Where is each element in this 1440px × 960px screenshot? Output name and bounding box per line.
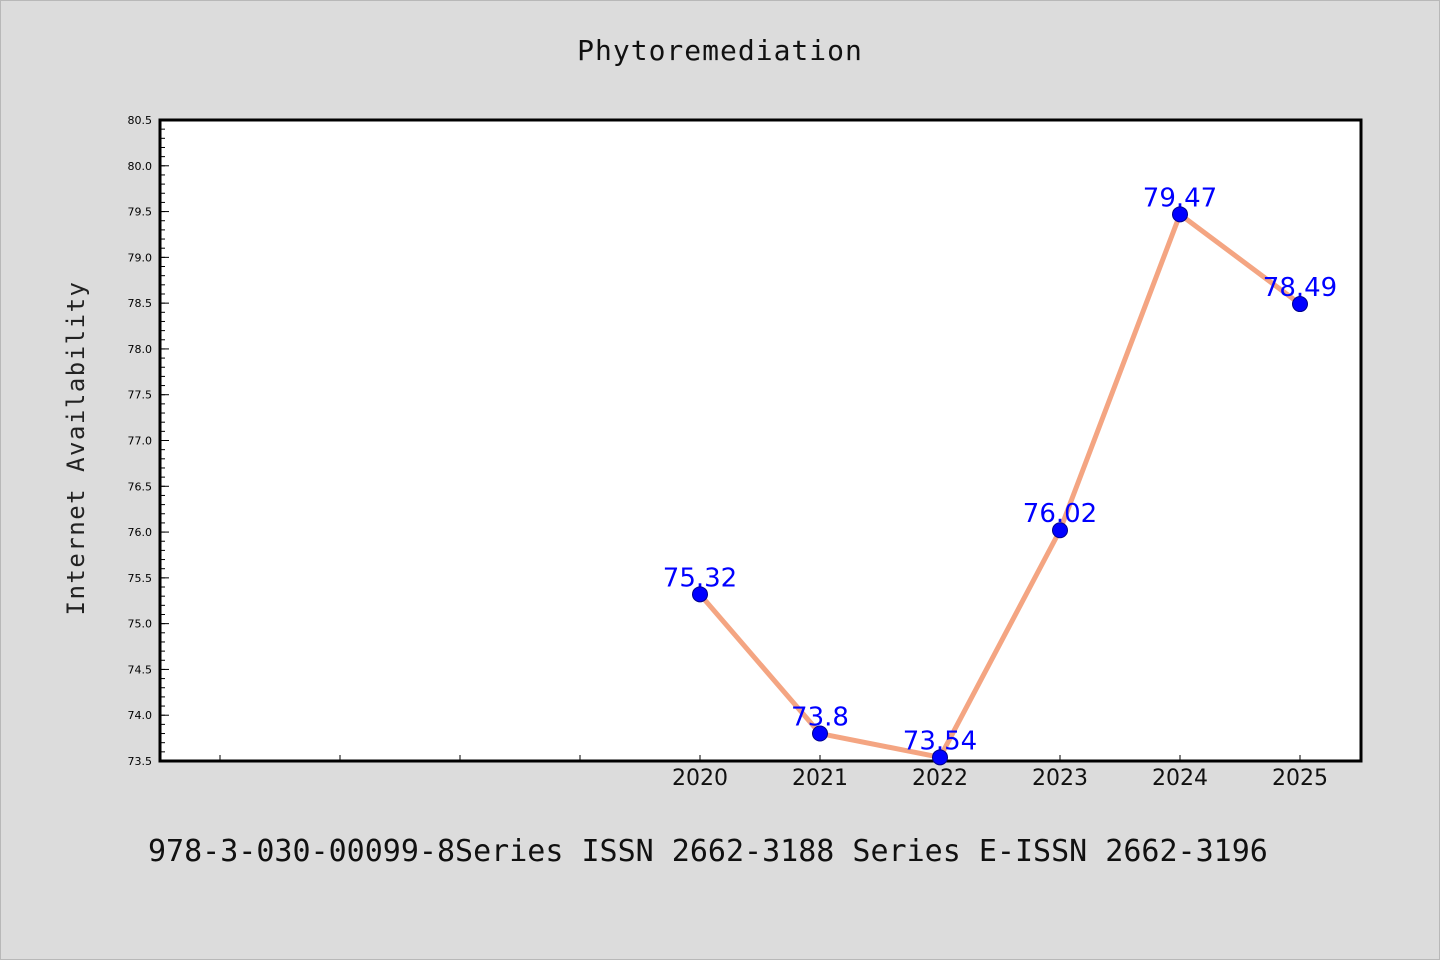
y-tick-label: 77.0 xyxy=(128,435,153,448)
y-tick-label: 76.5 xyxy=(128,480,153,493)
y-tick-label: 77.5 xyxy=(128,389,153,402)
x-tick-label: 2023 xyxy=(1032,766,1088,791)
y-tick-label: 75.5 xyxy=(128,572,153,585)
y-tick-label: 76.0 xyxy=(128,526,153,539)
chart-title: Phytoremediation xyxy=(577,34,863,67)
y-tick-label: 73.5 xyxy=(128,755,153,768)
data-label-layer: 75.32 73.8 73.54 76.02 79.47 78.49 xyxy=(663,183,1337,756)
footer-text: 978-3-030-00099-8Series ISSN 2662-3188 S… xyxy=(148,834,1268,869)
x-axis: 2020 2021 2022 2023 2024 2025 xyxy=(219,755,1328,791)
series-line xyxy=(697,211,1303,760)
data-point xyxy=(932,749,948,766)
x-tick-label: 2022 xyxy=(912,766,968,791)
data-point xyxy=(1172,206,1188,223)
data-point xyxy=(1052,522,1068,539)
y-tick-label: 75.0 xyxy=(128,618,153,631)
data-label: 76.02 xyxy=(1023,499,1097,529)
data-point xyxy=(692,586,708,603)
x-tick-label: 2021 xyxy=(792,766,848,791)
data-label: 75.32 xyxy=(663,563,737,593)
y-tick-label: 78.5 xyxy=(128,297,153,310)
data-label: 73.54 xyxy=(903,726,977,756)
data-label: 78.49 xyxy=(1263,273,1337,303)
y-tick-label: 79.5 xyxy=(128,206,153,219)
y-tick-label: 79.0 xyxy=(128,251,153,264)
data-point xyxy=(1292,296,1308,313)
data-point xyxy=(812,725,828,742)
plot-area xyxy=(158,118,1363,763)
series-layer xyxy=(692,206,1308,766)
y-tick-label: 80.0 xyxy=(128,160,153,173)
data-label: 79.47 xyxy=(1143,183,1217,213)
x-tick-label: 2024 xyxy=(1152,766,1208,791)
y-tick-label: 80.5 xyxy=(128,114,153,127)
x-tick-label: 2020 xyxy=(672,766,728,791)
y-tick-label: 74.0 xyxy=(128,709,153,722)
y-axis: 73.5 74.0 74.5 75.0 75.5 76.0 76.5 77.0 77.5 78.0… xyxy=(128,114,169,768)
y-tick-label: 78.0 xyxy=(128,343,153,356)
data-label: 73.8 xyxy=(791,703,849,733)
x-tick-label: 2025 xyxy=(1272,766,1328,791)
y-tick-label: 74.5 xyxy=(128,663,153,676)
